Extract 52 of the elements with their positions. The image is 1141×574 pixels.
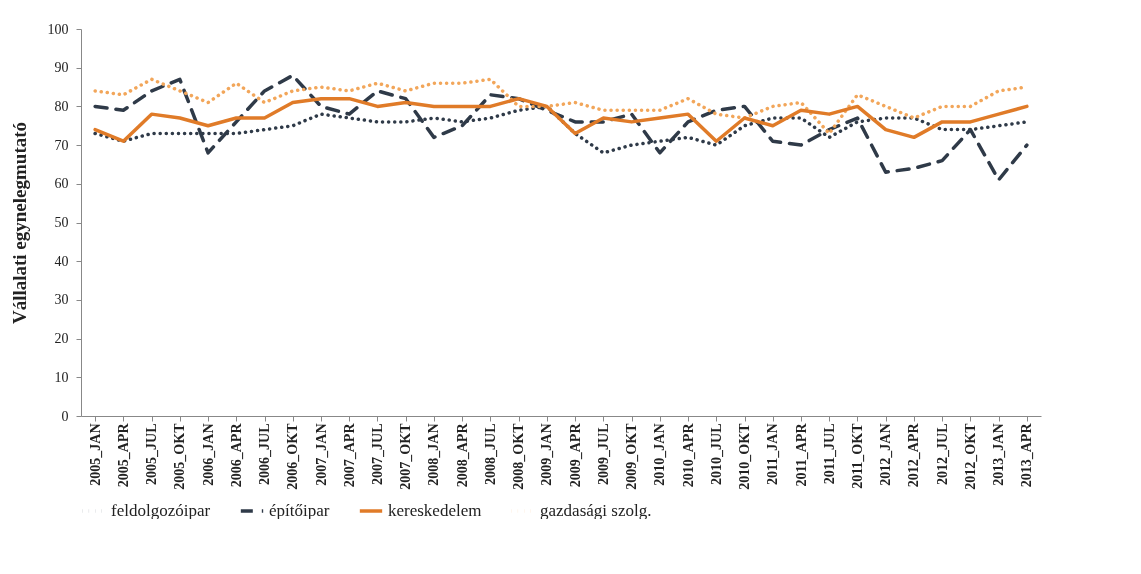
x-tick-label: 2005_OKT	[172, 422, 188, 490]
x-tick-label: 2012_JUL	[934, 423, 950, 485]
y-tick-label: 90	[54, 60, 69, 76]
x-tick-label: 2006_JUL	[257, 423, 273, 485]
y-tick-label: 100	[47, 21, 69, 37]
x-tick-label: 2010_OKT	[737, 422, 753, 490]
x-tick-label: 2007_OKT	[398, 422, 414, 490]
x-tick-label: 2012_OKT	[962, 422, 978, 490]
x-tick-label: 2006_APR	[228, 422, 244, 488]
x-tick-label: 2009_JAN	[539, 423, 555, 486]
x-tick-label: 2005_JAN	[87, 423, 103, 486]
x-tick-label: 2010_APR	[680, 422, 696, 488]
line-series	[93, 96, 1029, 143]
x-tick-label: 2006_JAN	[200, 423, 216, 486]
x-tick-label: 2008_JUL	[482, 423, 498, 485]
x-tick-label: 2005_JUL	[144, 423, 160, 485]
x-tick-label: 2010_JAN	[652, 423, 668, 486]
legend-label: feldolgozóipar	[111, 501, 211, 520]
x-tick-label: 2009_JUL	[595, 423, 611, 485]
x-tick-label: 2011_JUL	[821, 423, 837, 485]
y-tick-label: 10	[54, 369, 69, 385]
y-tick-label: 20	[54, 331, 69, 347]
y-tick-label: 0	[61, 408, 69, 424]
x-tick-label: 2006_OKT	[285, 422, 301, 490]
x-tick-label: 2005_APR	[115, 422, 131, 488]
x-tick-label: 2011_JAN	[765, 423, 781, 485]
x-tick-label: 2007_JUL	[369, 423, 385, 485]
x-tick-label: 2007_JAN	[313, 423, 329, 486]
line-series	[93, 73, 1029, 182]
y-tick-label: 40	[54, 253, 69, 269]
y-tick-label: 80	[54, 98, 69, 114]
y-tick-label: 60	[54, 176, 69, 192]
legend-label: kereskedelem	[388, 501, 482, 520]
legend-label: építőipar	[269, 501, 330, 520]
x-tick-label: 2011_APR	[793, 422, 809, 487]
x-tick-label: 2007_APR	[341, 422, 357, 488]
x-tick-label: 2011_OKT	[849, 422, 865, 489]
x-tick-label: 2012_JAN	[878, 423, 894, 486]
x-tick-label: 2008_OKT	[511, 422, 527, 490]
x-tick-label: 2013_JAN	[991, 423, 1007, 486]
x-tick-label: 2008_APR	[454, 422, 470, 488]
y-tick-label: 30	[54, 292, 69, 308]
y-tick-label: 70	[54, 137, 69, 153]
y-tick-label: 50	[54, 215, 69, 230]
x-tick-label: 2009_APR	[567, 422, 583, 488]
y-axis-title: Vállalati egynelegmutató	[8, 121, 30, 325]
x-tick-label: 2009_OKT	[624, 422, 640, 490]
x-tick-label: 2012_APR	[906, 422, 922, 488]
x-tick-label: 2008_JAN	[426, 423, 442, 486]
x-tick-label: 2013_APR	[1019, 422, 1035, 488]
legend-label: gazdasági szolg.	[540, 501, 652, 520]
x-tick-label: 2010_JUL	[708, 423, 724, 485]
